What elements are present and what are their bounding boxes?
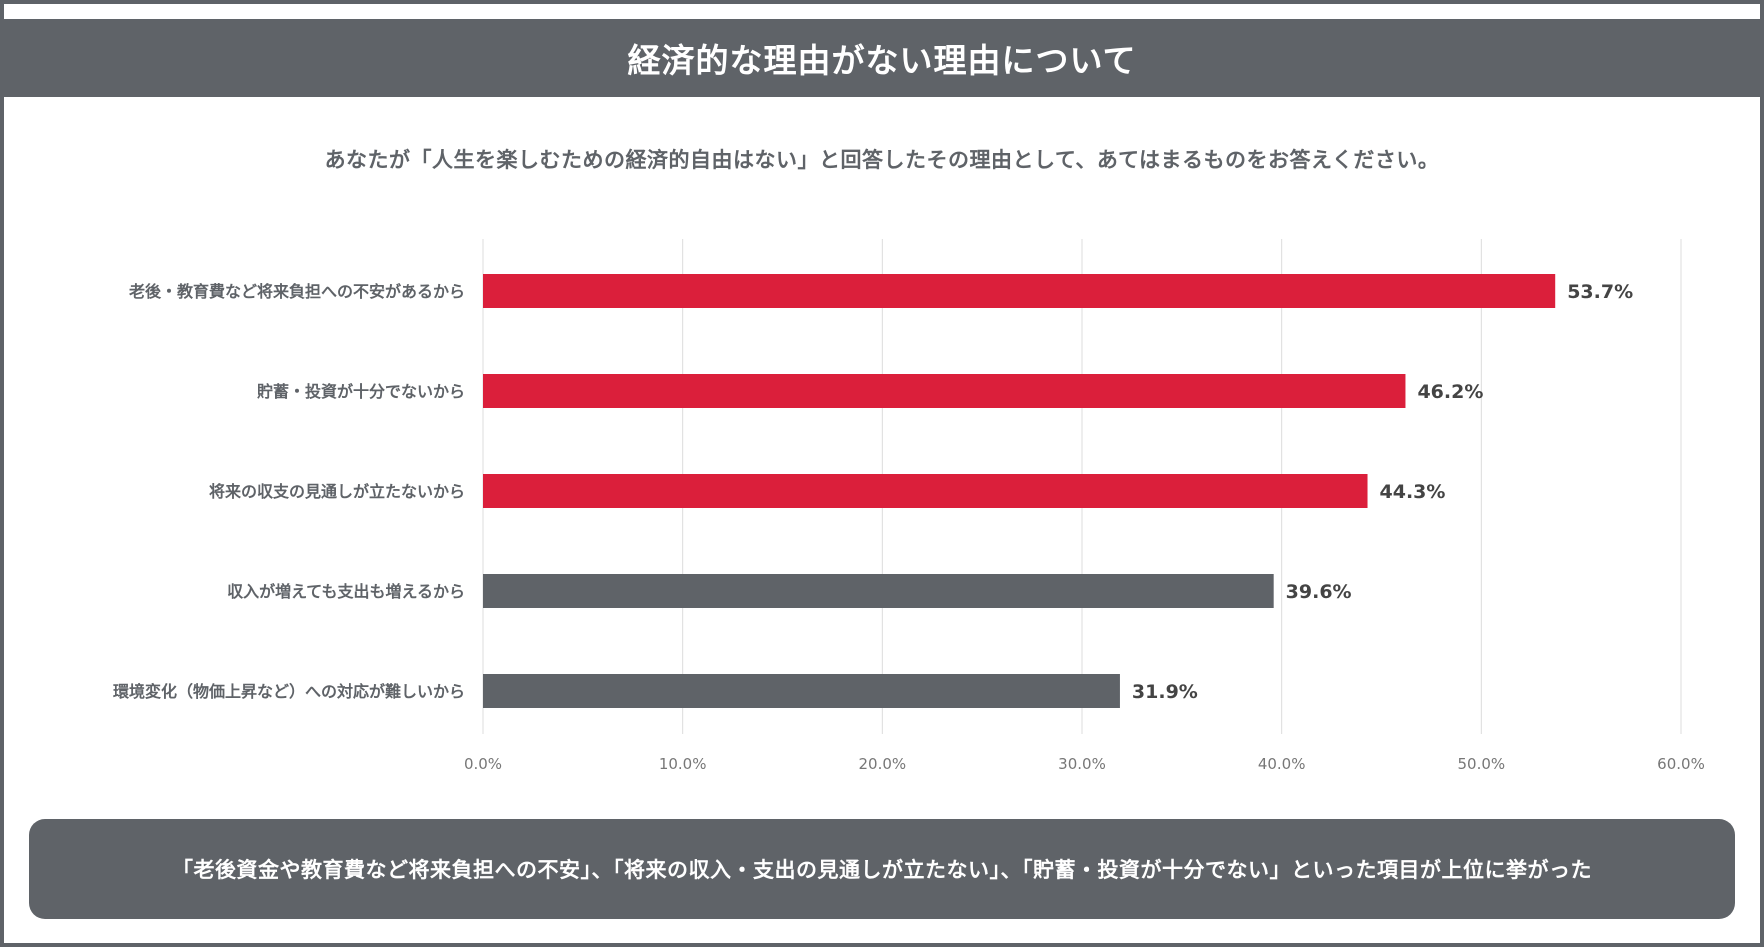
- bar: [483, 474, 1368, 508]
- bar-value-label: 44.3%: [1380, 481, 1446, 503]
- category-label: 環境変化（物価上昇など）への対応が難しいから: [113, 682, 465, 701]
- bar: [483, 374, 1406, 408]
- page-title: 経済的な理由がない理由について: [627, 41, 1137, 80]
- x-tick-label: 60.0%: [1657, 755, 1705, 773]
- header-banner: 経済的な理由がない理由について: [4, 19, 1760, 97]
- x-tick-label: 10.0%: [659, 755, 707, 773]
- category-label: 収入が増えても支出も増えるから: [227, 582, 465, 601]
- category-label: 将来の収支の見通しが立たないから: [209, 482, 465, 501]
- x-tick-label: 20.0%: [859, 755, 907, 773]
- bar: [483, 574, 1274, 608]
- x-tick-label: 0.0%: [464, 755, 502, 773]
- category-label: 老後・教育費など将来負担への不安があるから: [128, 282, 465, 301]
- x-tick-label: 30.0%: [1058, 755, 1106, 773]
- bar-value-label: 31.9%: [1132, 681, 1198, 703]
- category-label: 貯蓄・投資が十分でないから: [257, 382, 465, 401]
- bar-value-label: 46.2%: [1417, 381, 1483, 403]
- summary-box: 「老後資金や教育費など将来負担への不安」、「将来の収入・支出の見通しが立たない」…: [29, 819, 1735, 919]
- x-tick-label: 50.0%: [1458, 755, 1506, 773]
- bar: [483, 674, 1120, 708]
- bar-chart: 0.0% 10.0% 20.0% 30.0% 40.0% 50.0% 60.0% 老後・教育費…: [113, 239, 1705, 773]
- summary-text: 「老後資金や教育費など将来負担への不安」、「将来の収入・支出の見通しが立たない」…: [172, 858, 1592, 882]
- bar: [483, 274, 1556, 308]
- bar-value-label: 53.7%: [1567, 281, 1633, 303]
- survey-question: あなたが「人生を楽しむための経済的自由はない」と回答したその理由として、あてはま…: [324, 148, 1440, 172]
- x-tick-label: 40.0%: [1258, 755, 1306, 773]
- bar-value-label: 39.6%: [1286, 581, 1352, 603]
